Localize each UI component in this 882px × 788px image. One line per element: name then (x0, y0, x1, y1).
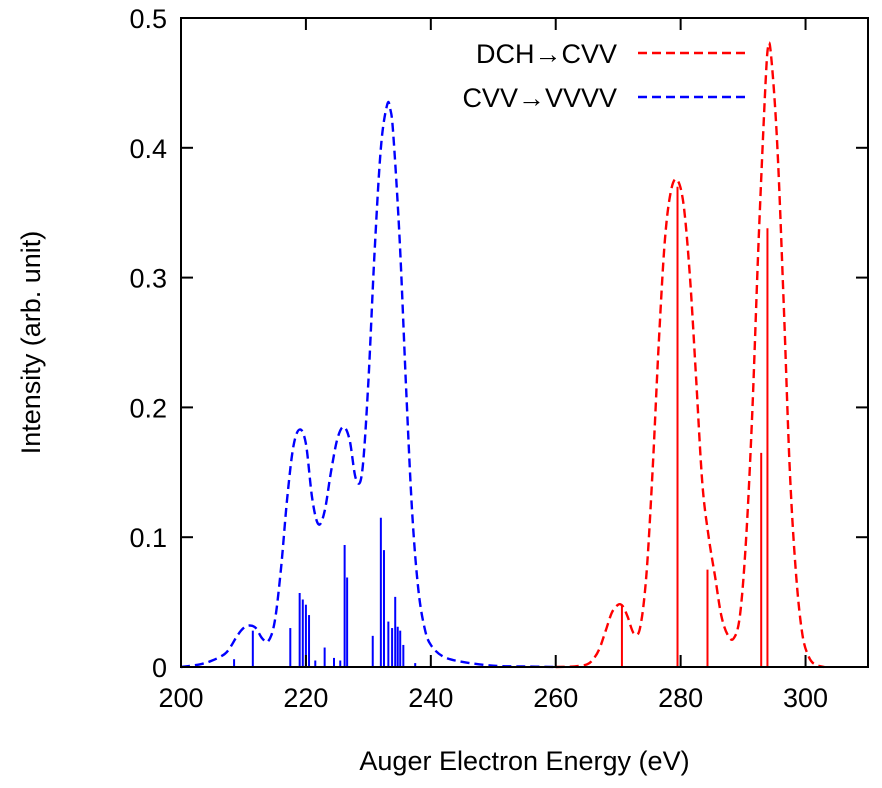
y-tick-label: 0.5 (129, 4, 167, 34)
x-tick-label: 260 (533, 683, 578, 713)
x-axis-label: Auger Electron Energy (eV) (359, 746, 689, 776)
series-line-dch-cvv (555, 41, 825, 669)
broadened-curves (180, 41, 825, 669)
y-tick-label: 0.2 (129, 393, 167, 423)
tick-labels: 200 220 240 260 280 300 0 0.1 0.2 0.3 0.4 0.5 (129, 4, 828, 713)
y-tick-label: 0 (152, 653, 167, 683)
y-tick-label: 0.1 (129, 523, 167, 553)
legend: DCH→CVV CVV→VVVV (462, 39, 748, 113)
legend-label: CVV→VVVV (462, 83, 617, 113)
y-axis-label: Intensity (arb. unit) (16, 231, 46, 455)
y-tick-label: 0.3 (129, 264, 167, 294)
x-tick-label: 240 (408, 683, 453, 713)
x-tick-label: 280 (658, 683, 703, 713)
y-tick-label: 0.4 (129, 134, 167, 164)
legend-label: DCH→CVV (476, 39, 617, 69)
x-tick-label: 220 (283, 683, 328, 713)
x-tick-label: 300 (783, 683, 828, 713)
axis-ticks (180, 17, 868, 668)
plot-frame (180, 17, 869, 668)
series-line-cvv-vvvv (180, 100, 556, 669)
x-tick-label: 200 (158, 683, 203, 713)
